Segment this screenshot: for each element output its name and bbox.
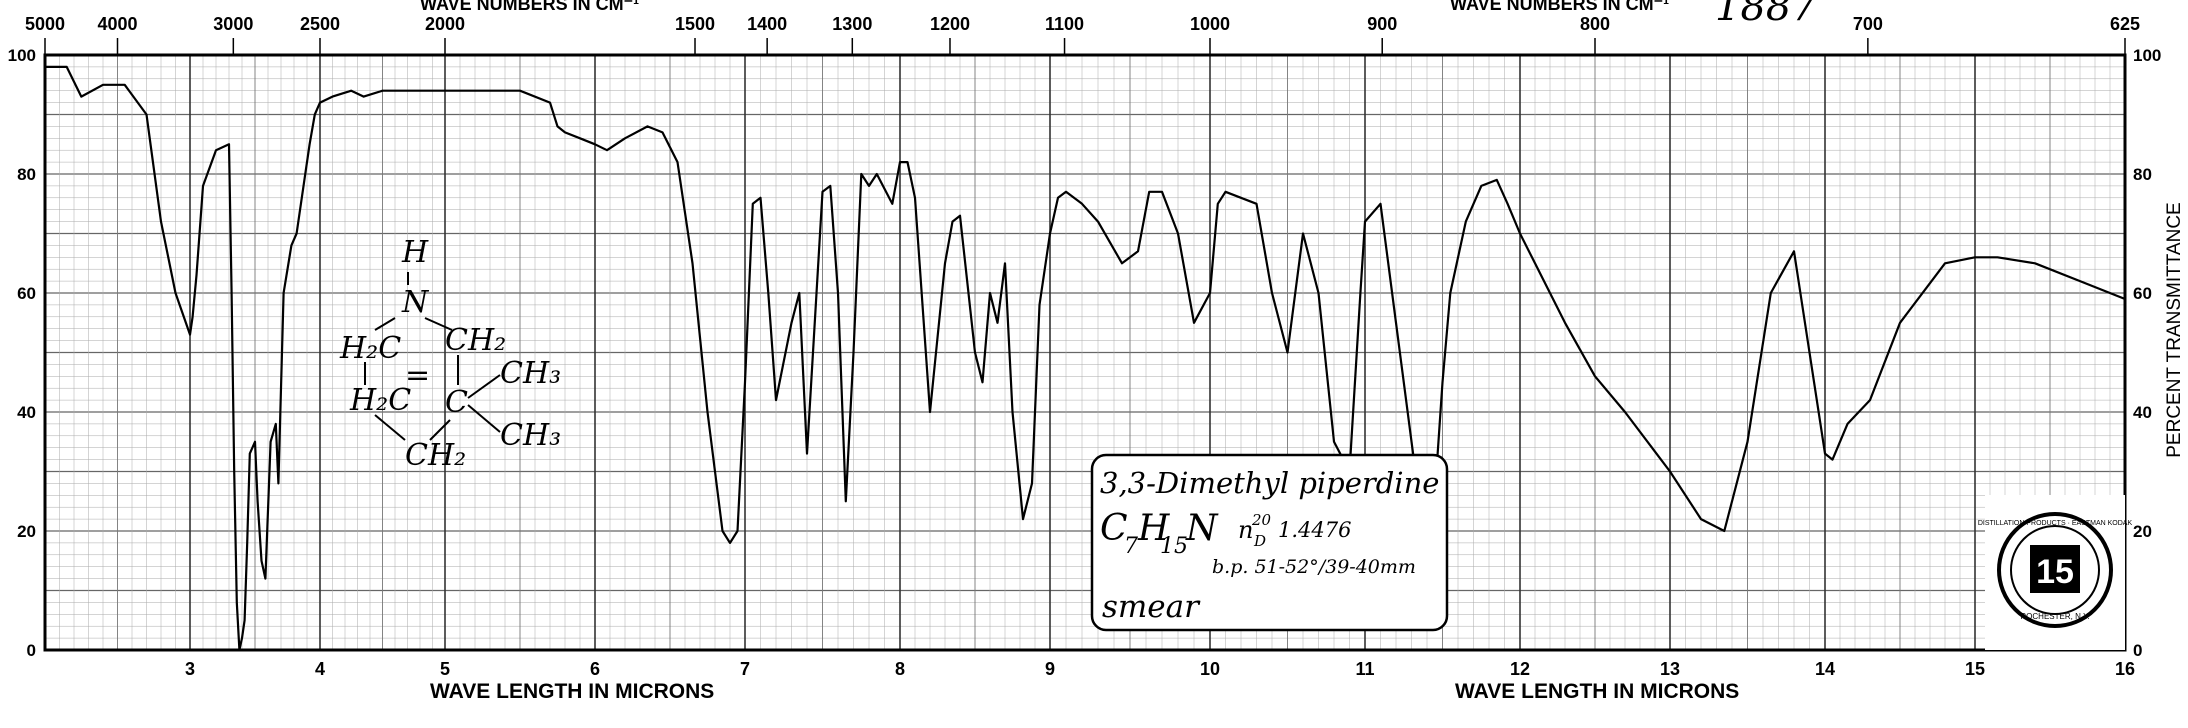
top-axis-label-right: WAVE NUMBERS IN CM⁻¹ [1450,0,1669,14]
formula-h-sub: 15 [1160,534,1188,559]
top-tick-label: 1100 [1045,14,1084,34]
formula-c-sub: 7 [1124,534,1138,559]
top-tick-label: 1000 [1190,14,1230,34]
bottom-tick-label: 9 [1045,659,1055,679]
left-tick-label: 0 [27,641,36,660]
formula-n: N [1185,508,1219,549]
bottom-tick-label: 12 [1510,659,1530,679]
top-tick-label: 2000 [425,14,465,34]
refractive-value: 1.4476 [1278,518,1351,542]
top-tick-label: 900 [1367,14,1397,34]
bottom-tick-label: 6 [590,659,600,679]
right-tick-label: 100 [2133,46,2161,65]
bottom-tick-label: 14 [1815,659,1835,679]
bottom-axis-label-left: WAVE LENGTH IN MICRONS [430,680,714,703]
left-tick-label: 40 [17,403,36,422]
plot-frame [43,53,2127,652]
right-axis-label: PERCENT TRANSMITTANCE [2164,202,2185,457]
left-axis-ticks: 0 20 40 60 80 100 [8,46,36,660]
top-tick-label: 800 [1580,14,1610,34]
compound-name: 3,3-Dimethyl piperdine [1100,466,1439,500]
bottom-tick-label: 11 [1355,659,1374,679]
left-tick-label: 20 [17,522,36,541]
left-tick-label: 60 [17,284,36,303]
top-axis-label-left: WAVE NUMBERS IN CM⁻¹ [420,0,639,14]
structure-diagram: H N H₂C CH₂ = CH₃ H₂C C CH₃ CH₂ [339,235,561,473]
molecular-formula: C 7 H 15 N [1100,508,1219,559]
structure-h: H [401,235,429,270]
top-tick-label: 3000 [213,14,253,34]
title-number: 1887 [1715,0,1817,30]
right-axis-ticks: 0 20 40 60 80 100 [2133,46,2161,660]
bottom-axis-label-right: WAVE LENGTH IN MICRONS [1455,680,1739,703]
structure-h2c-top: H₂C [339,331,401,366]
bottom-tick-label: 3 [185,659,195,679]
top-tick-label: 4000 [97,14,137,34]
structure-bond [424,317,453,331]
structure-eq: = [405,358,430,393]
bottom-tick-label: 4 [315,659,325,679]
right-tick-label: 40 [2133,403,2152,422]
structure-ch3-a: CH₃ [500,356,561,391]
bottom-tick-label: 5 [440,659,450,679]
bottom-axis-ticks: 3 4 5 6 7 8 9 10 11 12 13 14 15 16 [185,659,2135,679]
structure-bond [374,414,406,441]
top-tick-label: 1400 [747,14,787,34]
top-tick-label: 1200 [930,14,970,34]
refractive-index: n 20 D 1.4476 [1238,511,1351,550]
top-tick-label: 700 [1853,14,1883,34]
seal-center-text: 15 [2036,553,2074,591]
structure-bond [467,374,501,399]
structure-h2c-bottom: H₂C [349,383,411,418]
refractive-n: n [1238,516,1253,544]
spectrum-trace [45,65,2126,652]
top-tick-label: 5000 [25,14,65,34]
refractive-sub: D [1253,532,1266,550]
structure-bond [467,404,501,433]
left-tick-label: 80 [17,165,36,184]
right-tick-label: 80 [2133,165,2152,184]
structure-n: N [401,285,430,320]
right-tick-label: 20 [2133,522,2152,541]
structure-ch2-bottom: CH₂ [405,438,466,473]
structure-ch2-top: CH₂ [445,323,506,358]
seal-bottom-text: ROCHESTER, N.Y. [2020,612,2089,621]
seal-top-text: DISTILLATION PRODUCTS · EASTMAN KODAK [1978,520,2133,527]
sample-label-box: 3,3-Dimethyl piperdine C 7 H 15 N n 20 D… [1090,453,1449,632]
right-tick-label: 0 [2133,641,2142,660]
top-axis-ticks: 5000 4000 3000 2500 2000 1500 1400 1300 1200 1100… [25,14,2140,55]
top-tick-label: 1500 [675,14,715,34]
formula-h: H [1137,508,1170,549]
bottom-tick-label: 13 [1660,659,1680,679]
structure-ch3-b: CH₃ [500,418,561,453]
structure-bond [374,317,396,331]
sample-prep: smear [1102,589,1201,625]
left-tick-label: 100 [8,46,36,65]
distillation-seal-logo: 15 DISTILLATION PRODUCTS · EASTMAN KODAK… [1978,495,2133,650]
structure-c: C [445,385,468,420]
top-tick-label: 2500 [300,14,340,34]
bottom-tick-label: 16 [2115,659,2135,679]
boiling-point: b.p. 51-52°/39-40mm [1212,556,1416,578]
top-tick-label: 1300 [832,14,872,34]
bottom-tick-label: 7 [740,659,750,679]
bottom-tick-label: 8 [895,659,905,679]
formula-c: C [1100,508,1128,549]
structure-bond [429,419,451,441]
bottom-tick-label: 10 [1200,659,1220,679]
right-tick-label: 60 [2133,284,2152,303]
bottom-tick-label: 15 [1965,659,1985,679]
top-tick-label: 625 [2110,14,2140,34]
refractive-sup: 20 [1251,511,1272,529]
